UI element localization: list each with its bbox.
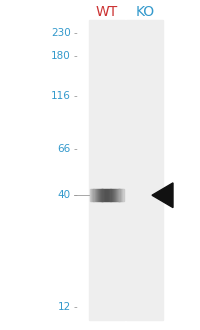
Bar <box>121 189 122 201</box>
Bar <box>99 189 100 201</box>
Bar <box>93 189 95 201</box>
Bar <box>100 189 102 201</box>
Text: WT: WT <box>96 5 118 18</box>
Text: -: - <box>73 51 77 61</box>
Text: -: - <box>73 91 77 102</box>
Bar <box>112 189 113 201</box>
Bar <box>126 20 163 320</box>
Bar <box>117 189 119 201</box>
Text: -: - <box>73 302 77 312</box>
Polygon shape <box>152 183 173 208</box>
Text: 12: 12 <box>58 302 71 312</box>
Bar <box>119 189 121 201</box>
Bar <box>123 189 124 201</box>
Bar <box>107 189 108 201</box>
Bar <box>88 20 126 320</box>
Bar <box>109 189 111 201</box>
Bar <box>115 189 116 201</box>
Bar <box>114 189 115 201</box>
Text: 180: 180 <box>51 51 71 61</box>
Text: 66: 66 <box>58 144 71 154</box>
Bar <box>106 189 107 201</box>
Text: -: - <box>73 190 77 200</box>
Text: KO: KO <box>135 5 155 18</box>
Bar <box>113 189 114 201</box>
Bar <box>92 189 94 201</box>
Bar <box>95 189 96 201</box>
Text: 230: 230 <box>51 28 71 38</box>
Bar <box>91 189 92 201</box>
Bar <box>108 189 109 201</box>
Bar <box>104 189 105 201</box>
Bar <box>116 189 117 201</box>
Text: 40: 40 <box>58 190 71 200</box>
Bar <box>97 189 98 201</box>
Bar <box>110 189 112 201</box>
Bar <box>118 189 120 201</box>
Text: 116: 116 <box>51 91 71 102</box>
Bar <box>105 189 106 201</box>
Bar <box>98 189 99 201</box>
Bar <box>122 189 123 201</box>
Bar <box>101 189 103 201</box>
Text: -: - <box>73 144 77 154</box>
Bar <box>102 189 104 201</box>
Text: -: - <box>73 28 77 38</box>
Bar <box>96 189 97 201</box>
Bar <box>90 189 91 201</box>
